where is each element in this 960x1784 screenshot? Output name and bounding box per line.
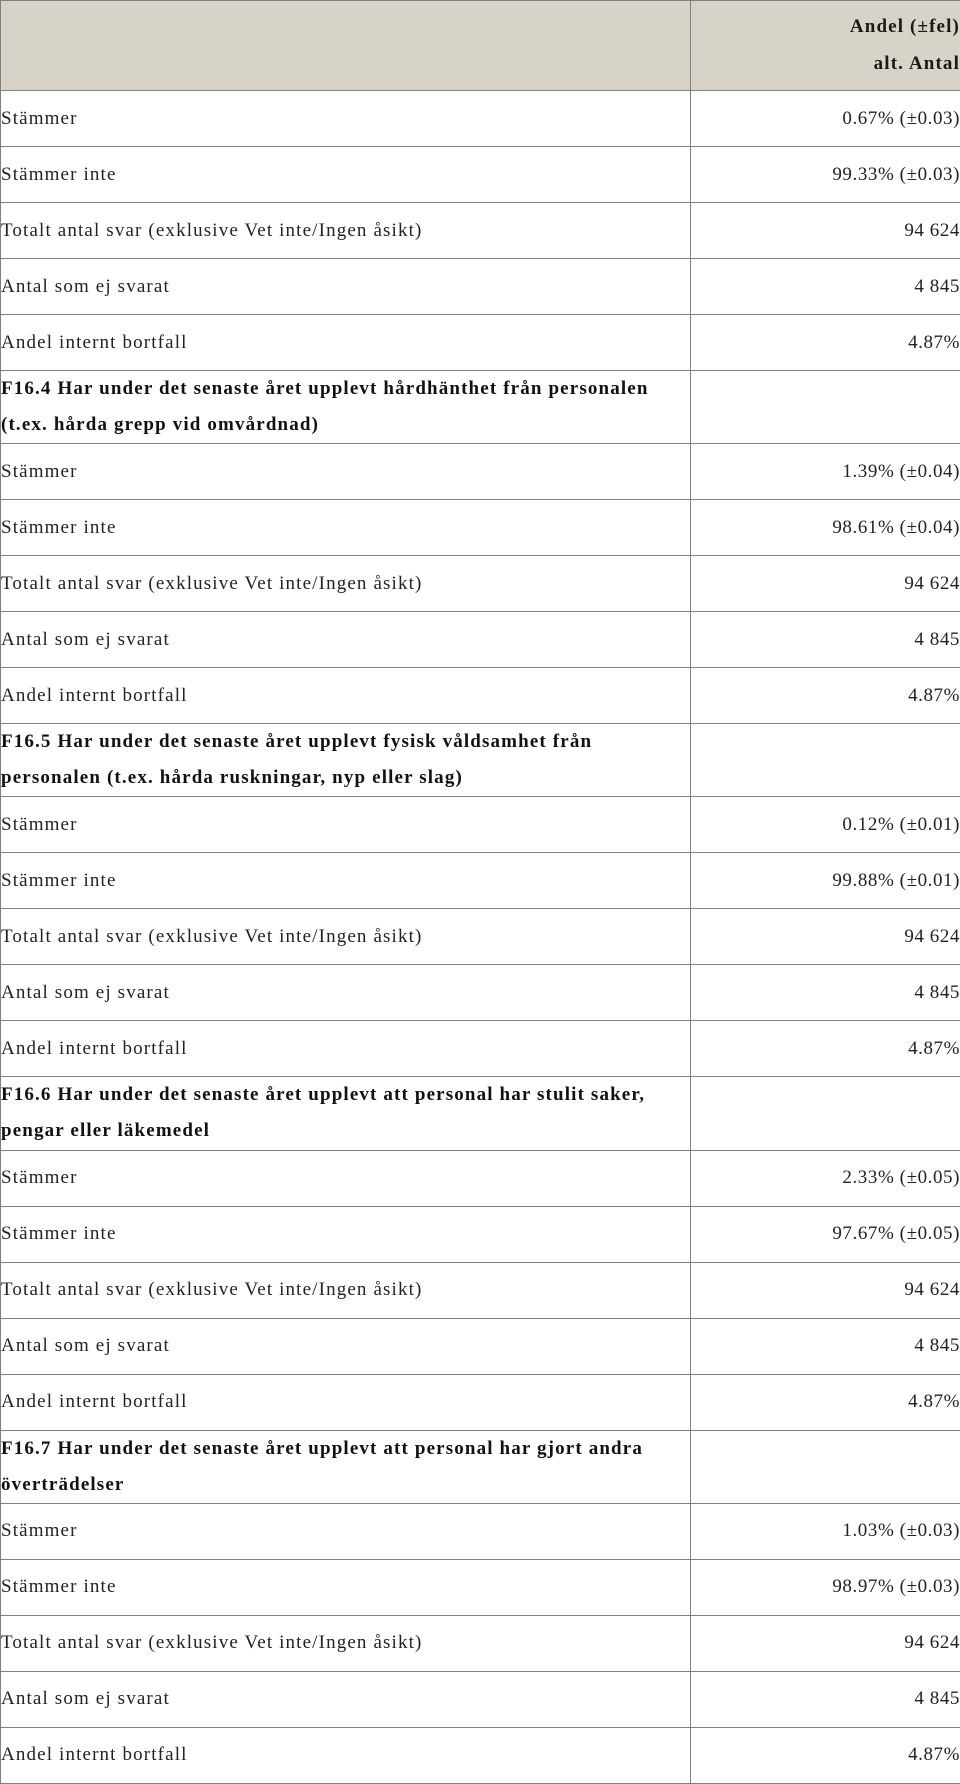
question-f164: F16.4 Har under det senaste året upplevt… [1, 371, 691, 444]
label-bortfall: Andel internt bortfall [1, 1021, 691, 1077]
label-totalt: Totalt antal svar (exklusive Vet inte/In… [1, 1615, 691, 1671]
label-stammer: Stämmer [1, 1503, 691, 1559]
question-blank [691, 1077, 960, 1150]
value-bortfall: 4.87% [691, 1727, 960, 1783]
table-row: Stämmer 1.03% (±0.03) [1, 1503, 960, 1559]
value-bortfall: 4.87% [691, 668, 960, 724]
table-row: Antal som ej svarat 4 845 [1, 1671, 960, 1727]
table-row: Totalt antal svar (exklusive Vet inte/In… [1, 203, 960, 259]
header-blank [1, 1, 691, 91]
label-stammer: Stämmer [1, 797, 691, 853]
value-totalt: 94 624 [691, 1262, 960, 1318]
value-stammer: 1.39% (±0.04) [691, 444, 960, 500]
question-row-f165: F16.5 Har under det senaste året upplevt… [1, 724, 960, 797]
table-row: Andel internt bortfall 4.87% [1, 1374, 960, 1430]
header-line-2: alt. Antal [691, 46, 960, 82]
table-row: Totalt antal svar (exklusive Vet inte/In… [1, 556, 960, 612]
label-ej-svarat: Antal som ej svarat [1, 1671, 691, 1727]
label-stammer-inte: Stämmer inte [1, 147, 691, 203]
table-row: Antal som ej svarat 4 845 [1, 612, 960, 668]
table-row: Antal som ej svarat 4 845 [1, 259, 960, 315]
label-ej-svarat: Antal som ej svarat [1, 612, 691, 668]
label-bortfall: Andel internt bortfall [1, 1727, 691, 1783]
label-totalt: Totalt antal svar (exklusive Vet inte/In… [1, 203, 691, 259]
question-row-f164: F16.4 Har under det senaste året upplevt… [1, 371, 960, 444]
label-bortfall: Andel internt bortfall [1, 668, 691, 724]
header-line-1: Andel (±fel) [691, 9, 960, 45]
question-f166: F16.6 Har under det senaste året upplevt… [1, 1077, 691, 1150]
label-totalt: Totalt antal svar (exklusive Vet inte/In… [1, 556, 691, 612]
label-stammer-inte: Stämmer inte [1, 500, 691, 556]
label-stammer-inte: Stämmer inte [1, 1206, 691, 1262]
table-row: Stämmer inte 99.88% (±0.01) [1, 853, 960, 909]
value-totalt: 94 624 [691, 556, 960, 612]
label-stammer: Stämmer [1, 444, 691, 500]
value-stammer: 1.03% (±0.03) [691, 1503, 960, 1559]
value-stammer-inte: 98.61% (±0.04) [691, 500, 960, 556]
value-ej-svarat: 4 845 [691, 965, 960, 1021]
table-row: Andel internt bortfall 4.87% [1, 1021, 960, 1077]
question-blank [691, 724, 960, 797]
survey-table: Andel (±fel) alt. Antal Stämmer 0.67% (±… [0, 0, 960, 1784]
table-row: Totalt antal svar (exklusive Vet inte/In… [1, 1615, 960, 1671]
label-ej-svarat: Antal som ej svarat [1, 259, 691, 315]
label-ej-svarat: Antal som ej svarat [1, 1318, 691, 1374]
label-bortfall: Andel internt bortfall [1, 315, 691, 371]
question-f167: F16.7 Har under det senaste året upplevt… [1, 1430, 691, 1503]
table-row: Andel internt bortfall 4.87% [1, 315, 960, 371]
label-bortfall: Andel internt bortfall [1, 1374, 691, 1430]
question-blank [691, 371, 960, 444]
table-row: Stämmer inte 99.33% (±0.03) [1, 147, 960, 203]
value-ej-svarat: 4 845 [691, 259, 960, 315]
value-bortfall: 4.87% [691, 315, 960, 371]
question-row-f166: F16.6 Har under det senaste året upplevt… [1, 1077, 960, 1150]
value-stammer-inte: 99.33% (±0.03) [691, 147, 960, 203]
value-ej-svarat: 4 845 [691, 1671, 960, 1727]
table-row: Stämmer inte 98.97% (±0.03) [1, 1559, 960, 1615]
label-ej-svarat: Antal som ej svarat [1, 965, 691, 1021]
value-stammer: 0.67% (±0.03) [691, 91, 960, 147]
table-row: Andel internt bortfall 4.87% [1, 1727, 960, 1783]
table-row: Stämmer 2.33% (±0.05) [1, 1150, 960, 1206]
question-blank [691, 1430, 960, 1503]
question-f165: F16.5 Har under det senaste året upplevt… [1, 724, 691, 797]
table-row: Stämmer 1.39% (±0.04) [1, 444, 960, 500]
table-row: Stämmer 0.67% (±0.03) [1, 91, 960, 147]
header-value: Andel (±fel) alt. Antal [691, 1, 960, 91]
label-totalt: Totalt antal svar (exklusive Vet inte/In… [1, 909, 691, 965]
label-stammer: Stämmer [1, 91, 691, 147]
value-stammer: 2.33% (±0.05) [691, 1150, 960, 1206]
table-header-row: Andel (±fel) alt. Antal [1, 1, 960, 91]
label-stammer-inte: Stämmer inte [1, 853, 691, 909]
table-row: Stämmer 0.12% (±0.01) [1, 797, 960, 853]
table-row: Antal som ej svarat 4 845 [1, 1318, 960, 1374]
value-bortfall: 4.87% [691, 1021, 960, 1077]
value-ej-svarat: 4 845 [691, 612, 960, 668]
value-stammer: 0.12% (±0.01) [691, 797, 960, 853]
value-totalt: 94 624 [691, 1615, 960, 1671]
table-row: Totalt antal svar (exklusive Vet inte/In… [1, 1262, 960, 1318]
question-row-f167: F16.7 Har under det senaste året upplevt… [1, 1430, 960, 1503]
table-row: Totalt antal svar (exklusive Vet inte/In… [1, 909, 960, 965]
value-totalt: 94 624 [691, 909, 960, 965]
label-totalt: Totalt antal svar (exklusive Vet inte/In… [1, 1262, 691, 1318]
table-row: Stämmer inte 97.67% (±0.05) [1, 1206, 960, 1262]
value-stammer-inte: 99.88% (±0.01) [691, 853, 960, 909]
label-stammer: Stämmer [1, 1150, 691, 1206]
value-bortfall: 4.87% [691, 1374, 960, 1430]
table-row: Andel internt bortfall 4.87% [1, 668, 960, 724]
value-ej-svarat: 4 845 [691, 1318, 960, 1374]
table-row: Antal som ej svarat 4 845 [1, 965, 960, 1021]
table-row: Stämmer inte 98.61% (±0.04) [1, 500, 960, 556]
value-stammer-inte: 98.97% (±0.03) [691, 1559, 960, 1615]
value-totalt: 94 624 [691, 203, 960, 259]
value-stammer-inte: 97.67% (±0.05) [691, 1206, 960, 1262]
label-stammer-inte: Stämmer inte [1, 1559, 691, 1615]
